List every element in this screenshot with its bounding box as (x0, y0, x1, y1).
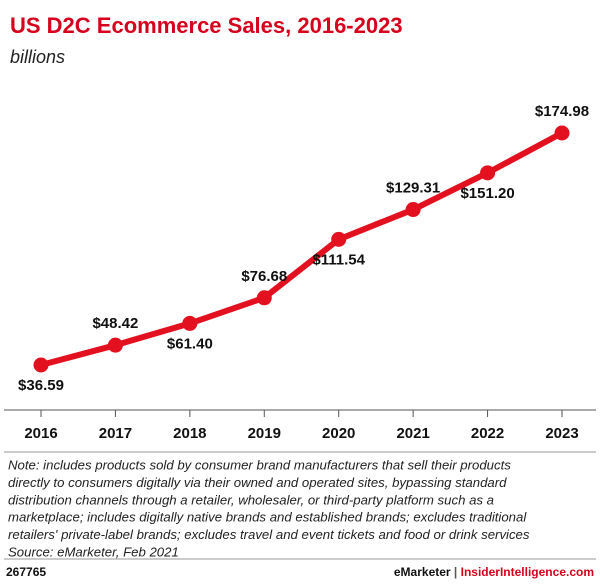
marker (33, 357, 49, 373)
x-tick-label: 2017 (99, 425, 132, 442)
x-tick-label: 2022 (471, 425, 504, 442)
footer-separator: | (454, 565, 461, 579)
marker (256, 290, 272, 306)
x-tick-label: 2016 (24, 425, 57, 442)
x-tick-label: 2020 (322, 425, 355, 442)
value-label: $151.20 (460, 185, 514, 202)
note-line: directly to consumers digitally via thei… (8, 475, 507, 490)
value-label: $174.98 (535, 103, 589, 120)
marker (107, 337, 123, 353)
marker (182, 315, 198, 331)
notes: Note: includes products sold by consumer… (8, 457, 530, 559)
value-label: $48.42 (92, 315, 138, 332)
marker (554, 125, 570, 141)
marker (331, 231, 347, 247)
footer-source: eMarketer | InsiderIntelligence.com (394, 565, 594, 579)
footer-site: InsiderIntelligence.com (461, 565, 594, 579)
x-tick-label: 2023 (545, 425, 578, 442)
footer-id: 267765 (6, 565, 46, 579)
value-label: $111.54 (312, 251, 365, 268)
line (40, 130, 564, 368)
value-label: $36.59 (18, 377, 64, 394)
note-line: Source: eMarketer, Feb 2021 (8, 544, 179, 559)
note-line: Note: includes products sold by consumer… (8, 457, 511, 472)
x-tick-label: 2019 (248, 425, 281, 442)
x-tick-label: 2021 (396, 425, 429, 442)
note-line: marketplace; includes digitally native b… (8, 510, 527, 525)
chart-title: US D2C Ecommerce Sales, 2016-2023 (10, 13, 403, 38)
marker (405, 202, 421, 218)
x-tick-label: 2018 (173, 425, 206, 442)
marker (480, 165, 496, 181)
footer-brand: eMarketer (394, 565, 451, 579)
value-label: $129.31 (386, 180, 440, 197)
value-label: $76.68 (241, 268, 287, 285)
chart-subtitle: billions (10, 47, 65, 67)
value-label: $61.40 (167, 335, 213, 352)
note-line: distribution channels through a retailer… (8, 492, 494, 507)
note-line: retailers' private-label brands; exclude… (8, 527, 530, 542)
